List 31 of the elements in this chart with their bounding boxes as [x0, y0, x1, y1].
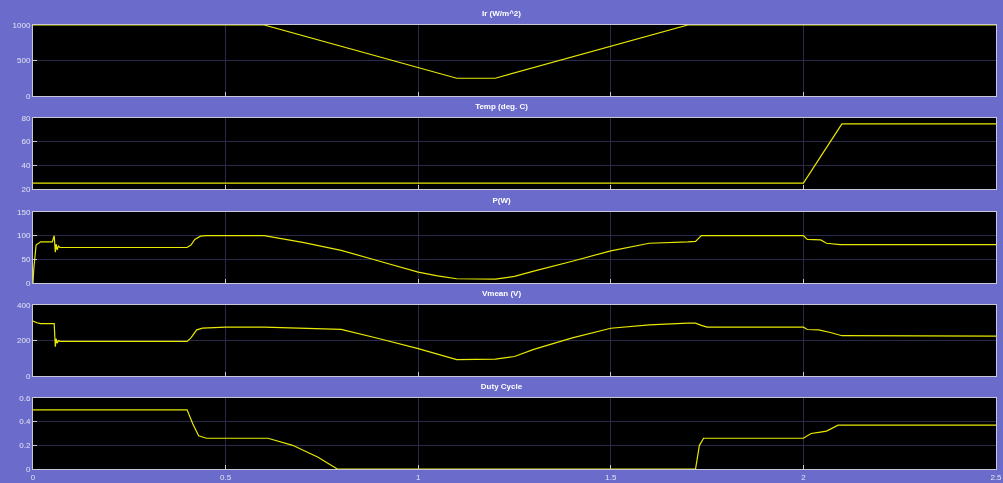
chart-title: Temp (deg. C) [475, 101, 529, 111]
y-tick-label: 150 [17, 207, 31, 217]
y-tick-label: 0.6 [19, 393, 31, 403]
x-tick-label: 0.5 [220, 472, 232, 482]
y-tick-label: 0.4 [19, 417, 31, 427]
y-tick-label: 40 [21, 161, 31, 171]
chart-title: Vmean (V) [481, 288, 522, 298]
y-tick-label: 0 [25, 464, 31, 474]
y-tick-label: 50 [21, 255, 31, 265]
chart-title: Duty Cycle [480, 381, 523, 391]
y-tick-label: 500 [17, 56, 31, 66]
y-tick-label: 80 [21, 113, 31, 123]
x-tick-label: 1 [415, 472, 421, 482]
y-tick-label: 400 [17, 300, 31, 310]
y-tick-label: 0 [25, 371, 31, 381]
line-series [33, 320, 996, 361]
x-tick-label: 1.5 [605, 472, 617, 482]
x-tick-label: 2 [801, 472, 807, 482]
y-tick-label: 1000 [12, 20, 31, 30]
chart-title: P(W) [492, 195, 511, 205]
y-tick-label: 0 [25, 91, 31, 101]
y-tick-label: 0.2 [19, 441, 31, 451]
chart-title: Ir (W/m^2) [482, 8, 522, 18]
x-tick-label: 2.5 [990, 472, 1003, 482]
y-tick-label: 60 [21, 137, 31, 147]
y-tick-label: 100 [17, 231, 31, 241]
line-series [33, 235, 996, 283]
y-tick-label: 20 [21, 184, 31, 194]
y-tick-label: 200 [17, 336, 31, 346]
line-series [33, 409, 996, 469]
y-tick-label: 0 [25, 278, 31, 288]
